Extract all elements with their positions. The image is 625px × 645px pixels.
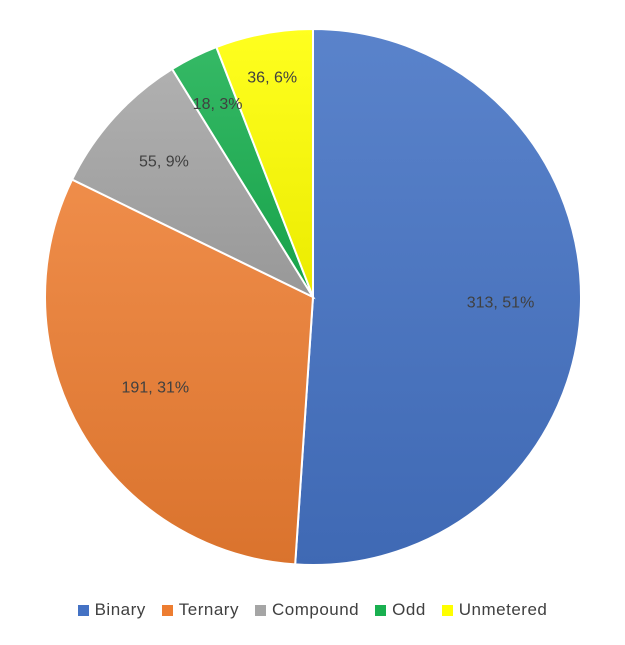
pie-slice-compound (70, 67, 316, 300)
pie-chart-canvas: 313, 51% 191, 31% 55, 9% 18, 3%36, 6% (44, 27, 582, 566)
data-label-compound: 55, 9% (139, 153, 189, 170)
data-label-binary: 313, 51% (467, 294, 535, 311)
pie-data-labels: 313, 51% 191, 31% 55, 9% 18, 3%36, 6% (122, 70, 535, 397)
legend-item-ternary: Ternary (161, 600, 239, 620)
data-label-ternary: 191, 31% (122, 380, 190, 397)
pie-slice-ternary (44, 178, 315, 566)
legend-swatch-unmetered (441, 604, 453, 616)
pie-slice-binary (294, 27, 582, 566)
legend-item-binary: Binary (77, 600, 146, 620)
legend-item-compound: Compound (254, 600, 360, 620)
legend-item-odd: Odd (375, 600, 426, 620)
legend-item-unmetered: Unmetered (441, 600, 548, 620)
legend-swatch-binary (77, 604, 89, 616)
data-label-odd: 18, 3% (193, 96, 243, 113)
pie-slice-unmetered (215, 27, 314, 298)
legend-label-compound: Compound (271, 600, 360, 619)
legend-label-binary: Binary (94, 600, 146, 619)
pie-slices (44, 27, 582, 566)
legend-label-unmetered: Unmetered (458, 600, 548, 619)
legend-swatch-ternary (161, 604, 173, 616)
legend-swatch-odd (375, 604, 387, 616)
legend-swatch-compound (254, 604, 266, 616)
legend: Binary Ternary Compound Odd Unmetered (0, 600, 625, 620)
legend-label-ternary: Ternary (178, 600, 239, 619)
legend-label-odd: Odd (392, 600, 426, 619)
data-label-unmetered: 36, 6% (247, 70, 297, 87)
